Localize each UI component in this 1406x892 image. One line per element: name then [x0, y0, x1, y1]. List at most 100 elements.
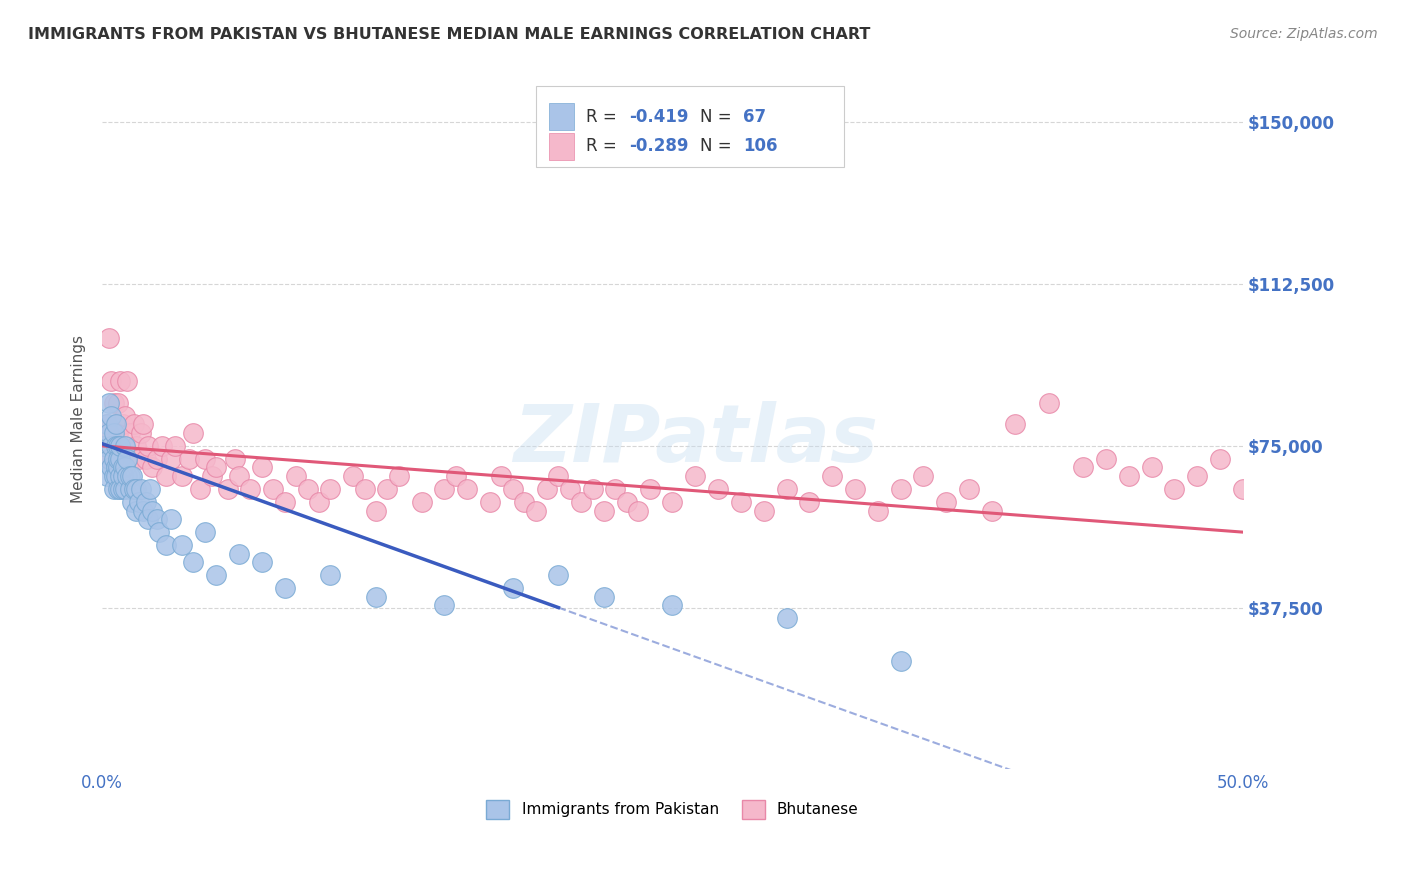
Point	[98, 451, 121, 466]
Point	[155, 538, 177, 552]
Point	[96, 417, 118, 432]
Point	[661, 599, 683, 613]
Point	[118, 469, 141, 483]
Point	[593, 503, 616, 517]
Point	[107, 439, 129, 453]
Point	[411, 495, 433, 509]
Legend: Immigrants from Pakistan, Bhutanese: Immigrants from Pakistan, Bhutanese	[481, 794, 865, 825]
Point	[582, 482, 605, 496]
Point	[170, 538, 193, 552]
Point	[536, 482, 558, 496]
Point	[433, 599, 456, 613]
Point	[297, 482, 319, 496]
Point	[129, 482, 152, 496]
Point	[114, 482, 136, 496]
Point	[502, 581, 524, 595]
Point	[1254, 495, 1277, 509]
Point	[342, 469, 364, 483]
Point	[183, 425, 205, 440]
Point	[752, 503, 775, 517]
Point	[103, 451, 125, 466]
Point	[547, 568, 569, 582]
Point	[1185, 469, 1208, 483]
Point	[150, 439, 173, 453]
Point	[100, 409, 122, 423]
Point	[93, 439, 115, 453]
Point	[1004, 417, 1026, 432]
Point	[132, 503, 155, 517]
Point	[103, 469, 125, 483]
Point	[122, 482, 145, 496]
Point	[1346, 632, 1368, 647]
Point	[159, 451, 181, 466]
Point	[98, 396, 121, 410]
Point	[456, 482, 478, 496]
Point	[114, 409, 136, 423]
Point	[110, 374, 132, 388]
Point	[353, 482, 375, 496]
Point	[107, 451, 129, 466]
Point	[224, 451, 246, 466]
Point	[122, 417, 145, 432]
Point	[228, 547, 250, 561]
Point	[129, 425, 152, 440]
Point	[96, 469, 118, 483]
Point	[1163, 482, 1185, 496]
Y-axis label: Median Male Earnings: Median Male Earnings	[72, 334, 86, 503]
Point	[98, 331, 121, 345]
Point	[132, 417, 155, 432]
Point	[205, 568, 228, 582]
Point	[146, 512, 169, 526]
Point	[262, 482, 284, 496]
Point	[444, 469, 467, 483]
Point	[388, 469, 411, 483]
Point	[319, 568, 342, 582]
Point	[194, 451, 217, 466]
Point	[110, 482, 132, 496]
FancyBboxPatch shape	[550, 133, 575, 160]
Text: N =: N =	[700, 108, 737, 126]
Point	[188, 482, 211, 496]
Point	[661, 495, 683, 509]
Point	[319, 482, 342, 496]
Point	[148, 525, 170, 540]
Point	[170, 469, 193, 483]
Point	[194, 525, 217, 540]
Point	[799, 495, 821, 509]
Point	[730, 495, 752, 509]
Point	[117, 469, 139, 483]
Point	[228, 469, 250, 483]
Point	[111, 417, 134, 432]
Point	[627, 503, 650, 517]
Point	[1277, 503, 1299, 517]
Point	[111, 460, 134, 475]
Point	[285, 469, 308, 483]
Point	[104, 417, 127, 432]
Point	[1038, 396, 1060, 410]
Point	[890, 655, 912, 669]
Point	[273, 581, 295, 595]
Point	[103, 439, 125, 453]
Point	[821, 469, 844, 483]
Text: ZIPatlas: ZIPatlas	[513, 401, 877, 479]
Point	[1209, 451, 1232, 466]
Point	[103, 425, 125, 440]
Point	[165, 439, 187, 453]
Point	[110, 451, 132, 466]
Point	[775, 611, 797, 625]
Point	[479, 495, 502, 509]
Point	[250, 555, 273, 569]
Point	[1071, 460, 1094, 475]
Point	[1323, 525, 1346, 540]
Point	[707, 482, 730, 496]
Point	[1095, 451, 1118, 466]
Point	[1118, 469, 1140, 483]
Point	[104, 417, 127, 432]
Point	[177, 451, 200, 466]
Point	[980, 503, 1002, 517]
Point	[1368, 525, 1391, 540]
Point	[775, 482, 797, 496]
Point	[110, 439, 132, 453]
Point	[93, 439, 115, 453]
Point	[107, 396, 129, 410]
